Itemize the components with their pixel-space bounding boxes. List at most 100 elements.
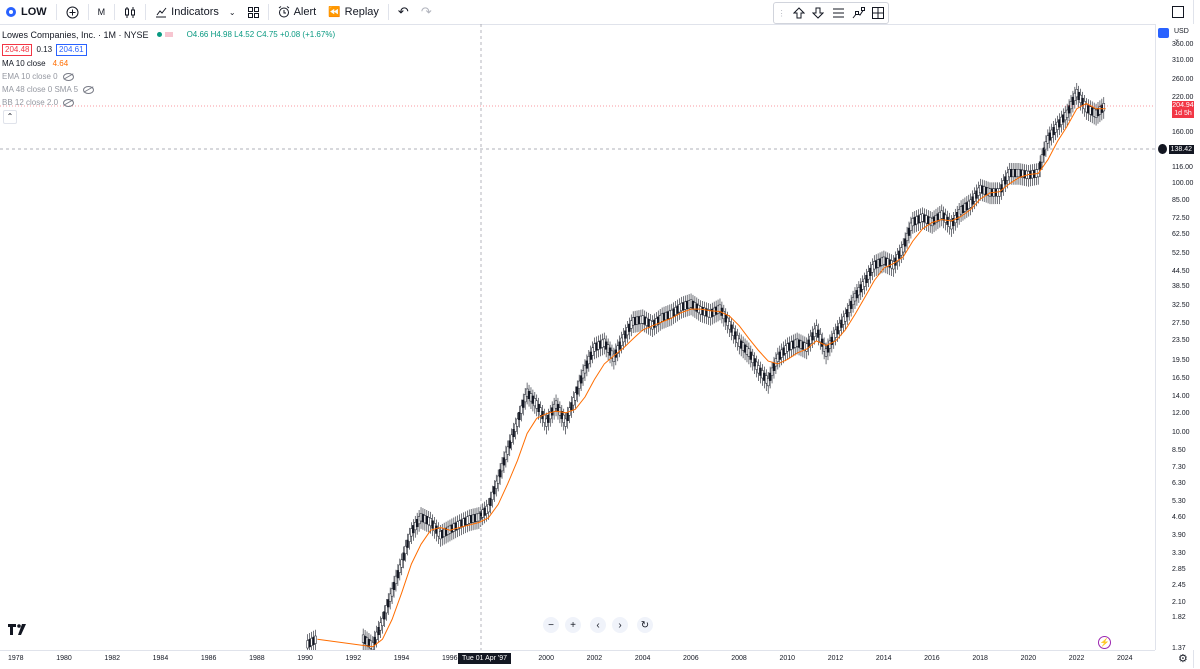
interval-button[interactable]: M [92, 0, 112, 24]
layout-icon[interactable] [872, 7, 885, 19]
undo-button[interactable]: ↶ [392, 0, 415, 24]
symbol-label: LOW [21, 6, 47, 18]
chart-type-button[interactable] [118, 0, 142, 24]
candle-body [498, 469, 502, 478]
candle-body [520, 405, 523, 414]
scale-toggle-icon[interactable] [1158, 28, 1169, 38]
candle-body [844, 313, 847, 322]
bid-price[interactable]: 204.48 [2, 43, 33, 56]
price-axis[interactable]: USD ⌄ 360.00310.00260.00220.00190.00160.… [1155, 24, 1194, 652]
minus-icon: − [548, 619, 554, 631]
candle-body [491, 491, 494, 500]
candle-body [512, 428, 515, 438]
arrow-up-icon[interactable] [792, 7, 805, 19]
reset-icon: ↻ [640, 619, 650, 631]
candle-body [408, 533, 411, 542]
symbol-description[interactable]: Lowes Companies, Inc. · 1M · NYSE [2, 29, 149, 40]
eye-crossed-icon[interactable] [63, 98, 75, 107]
chevron-down-icon[interactable]: ⌄ [228, 7, 236, 17]
reset-chart-button[interactable]: ↻ [637, 617, 653, 633]
candle-body [314, 635, 317, 644]
scroll-right-button[interactable]: › [612, 617, 628, 633]
bid-ask-row: 204.48 0.13 204.61 [2, 43, 335, 56]
compare-symbol-button[interactable] [60, 0, 85, 24]
candle-body [383, 611, 386, 620]
candle-body [379, 622, 382, 631]
price-tick-label: 85.00 [1172, 197, 1190, 205]
candle-body [375, 631, 378, 640]
tradingview-logo[interactable] [8, 624, 28, 639]
price-tick-label: 12.00 [1172, 409, 1190, 417]
collapse-legend-button[interactable]: ⌃ [3, 110, 17, 124]
eye-crossed-icon[interactable] [62, 72, 74, 81]
indicator-ema10[interactable]: EMA 10 close 0 [2, 72, 74, 81]
time-tick-label: 2004 [634, 655, 651, 662]
candle-body [394, 575, 398, 584]
candle-body [1067, 105, 1071, 114]
replay-button[interactable]: ⏪ Replay [322, 0, 385, 24]
chevron-down-icon: ⌄ [1174, 36, 1180, 43]
candle-body [589, 351, 593, 360]
currency-selector[interactable]: USD ⌄ [1174, 28, 1194, 43]
candle-body [909, 222, 913, 231]
candle-body [406, 539, 409, 548]
redo-button[interactable]: ↷ [415, 0, 438, 24]
lightning-icon[interactable]: ⚡ [1098, 636, 1111, 649]
indicators-button[interactable]: Indicators ⌄ [149, 0, 241, 24]
candle-body [770, 367, 774, 376]
price-tick-label: 360.00 [1172, 41, 1194, 48]
trend-tool-icon[interactable] [852, 7, 865, 19]
candle-body [1102, 103, 1106, 112]
time-tick-label: 2010 [779, 655, 796, 662]
indicator-ma10[interactable]: MA 10 close 4.64 [2, 59, 68, 68]
indicator-bb12[interactable]: BB 12 close 2.0 [2, 98, 75, 107]
time-tick-label: 2002 [586, 655, 603, 662]
right-sidebar [1193, 0, 1200, 668]
time-tick-label: 1992 [345, 655, 362, 662]
settings-gear-icon[interactable]: ⚙ [1178, 653, 1188, 665]
square-icon[interactable] [1172, 6, 1184, 18]
zoom-controls: − + [543, 617, 581, 635]
price-tick-label: 6.30 [1172, 479, 1186, 487]
grid-icon [247, 6, 259, 18]
ask-price[interactable]: 204.61 [56, 43, 87, 56]
price-tick-label: 16.50 [1172, 375, 1190, 383]
price-tick-label: 2.10 [1172, 598, 1186, 606]
candle-body [1065, 109, 1069, 118]
candle-body [583, 365, 587, 374]
zoom-out-button[interactable]: − [543, 617, 559, 633]
price-tick-label: 100.00 [1172, 179, 1194, 187]
lines-icon[interactable] [832, 7, 845, 19]
crosshair-price: 138.42 [1168, 144, 1194, 154]
market-open-icon [156, 32, 162, 37]
alarm-clock-icon [278, 6, 290, 18]
crosshair-price-label: 138.42 [1158, 144, 1194, 154]
candle-body [508, 440, 511, 449]
templates-button[interactable] [242, 0, 265, 24]
price-tick-label: 4.60 [1172, 513, 1186, 521]
candle-body [1042, 147, 1046, 156]
drag-handle-icon[interactable]: ⋮ [777, 8, 786, 18]
price-tick-label: 220.00 [1172, 94, 1194, 102]
time-axis[interactable]: 1978 1980 1982 1984 1986 1988 1990 1992 1994 1996… [0, 650, 1155, 669]
price-chart[interactable] [0, 24, 1155, 650]
candle-body [398, 564, 402, 573]
scroll-left-button[interactable]: ‹ [590, 617, 606, 633]
indicator-label: MA 10 close [2, 59, 46, 68]
zoom-in-button[interactable]: + [565, 617, 581, 633]
price-tick-label: 5.30 [1172, 498, 1186, 506]
symbol-search-button[interactable]: LOW [0, 0, 53, 24]
candle-body [1038, 161, 1042, 170]
arrow-down-icon[interactable] [812, 7, 825, 19]
toolbar-divider [145, 4, 147, 20]
candle-body [493, 486, 496, 495]
crosshair-add-icon[interactable] [1158, 144, 1167, 154]
alert-button[interactable]: Alert [272, 0, 323, 24]
candle-body [502, 457, 506, 466]
indicator-ma48[interactable]: MA 48 close 0 SMA 5 [2, 85, 95, 94]
candle-body [1069, 101, 1073, 110]
eye-crossed-icon[interactable] [83, 85, 95, 94]
candle-body [905, 232, 909, 242]
candle-body [819, 334, 822, 343]
candle-body [390, 588, 394, 597]
